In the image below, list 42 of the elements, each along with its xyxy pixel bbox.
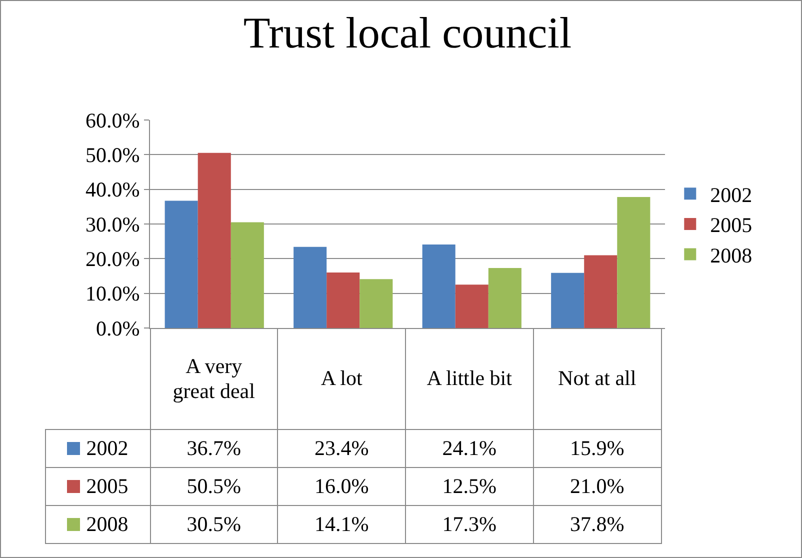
bar bbox=[198, 152, 231, 328]
bar bbox=[488, 268, 522, 328]
text: 2008 bbox=[86, 512, 128, 536]
text: 2005 bbox=[86, 474, 128, 498]
data-label: 30.5% bbox=[150, 505, 278, 543]
bar bbox=[294, 246, 327, 328]
data-label: 23.4% bbox=[278, 429, 406, 467]
y-tick-label: 40.0% bbox=[86, 178, 140, 202]
x-tick-label: A lot bbox=[278, 328, 406, 429]
x-tick-label: A little bit bbox=[406, 328, 534, 429]
y-tick-label: 30.0% bbox=[86, 212, 140, 236]
bar bbox=[230, 222, 264, 328]
data-label: 50.5% bbox=[150, 467, 278, 505]
y-tick-label: 20.0% bbox=[86, 247, 140, 272]
chart-title: Trust local council bbox=[243, 8, 572, 58]
bar bbox=[617, 196, 650, 328]
data-label: 24.1% bbox=[406, 429, 534, 467]
bar bbox=[360, 279, 393, 328]
data-label: 16.0% bbox=[278, 467, 406, 505]
bar bbox=[164, 200, 198, 328]
data-label: 36.7% bbox=[150, 429, 278, 467]
bar bbox=[422, 244, 456, 328]
y-tick-label: 60.0% bbox=[86, 108, 140, 132]
data-label: 12.5% bbox=[406, 467, 534, 505]
y-tick-label: 10.0% bbox=[86, 282, 140, 306]
text: 2002 bbox=[710, 182, 752, 207]
bar bbox=[584, 255, 618, 328]
legend-label: 2002 bbox=[86, 436, 128, 460]
x-tick-label: A very great deal bbox=[150, 328, 278, 429]
data-label: 14.1% bbox=[278, 505, 406, 543]
data-label: 37.8% bbox=[533, 505, 661, 543]
legend-label: 2008 bbox=[710, 243, 752, 268]
bar bbox=[455, 284, 488, 328]
legend-label: 2005 bbox=[710, 213, 752, 238]
data-label: 21.0% bbox=[533, 467, 661, 505]
data-label: 17.3% bbox=[406, 505, 534, 543]
y-tick-label: 50.0% bbox=[86, 143, 140, 168]
y-tick-label: 0.0% bbox=[96, 316, 140, 340]
data-label: 15.9% bbox=[533, 429, 661, 467]
x-tick-label: Not at all bbox=[533, 328, 661, 429]
bar bbox=[551, 272, 584, 328]
bar bbox=[326, 272, 360, 328]
